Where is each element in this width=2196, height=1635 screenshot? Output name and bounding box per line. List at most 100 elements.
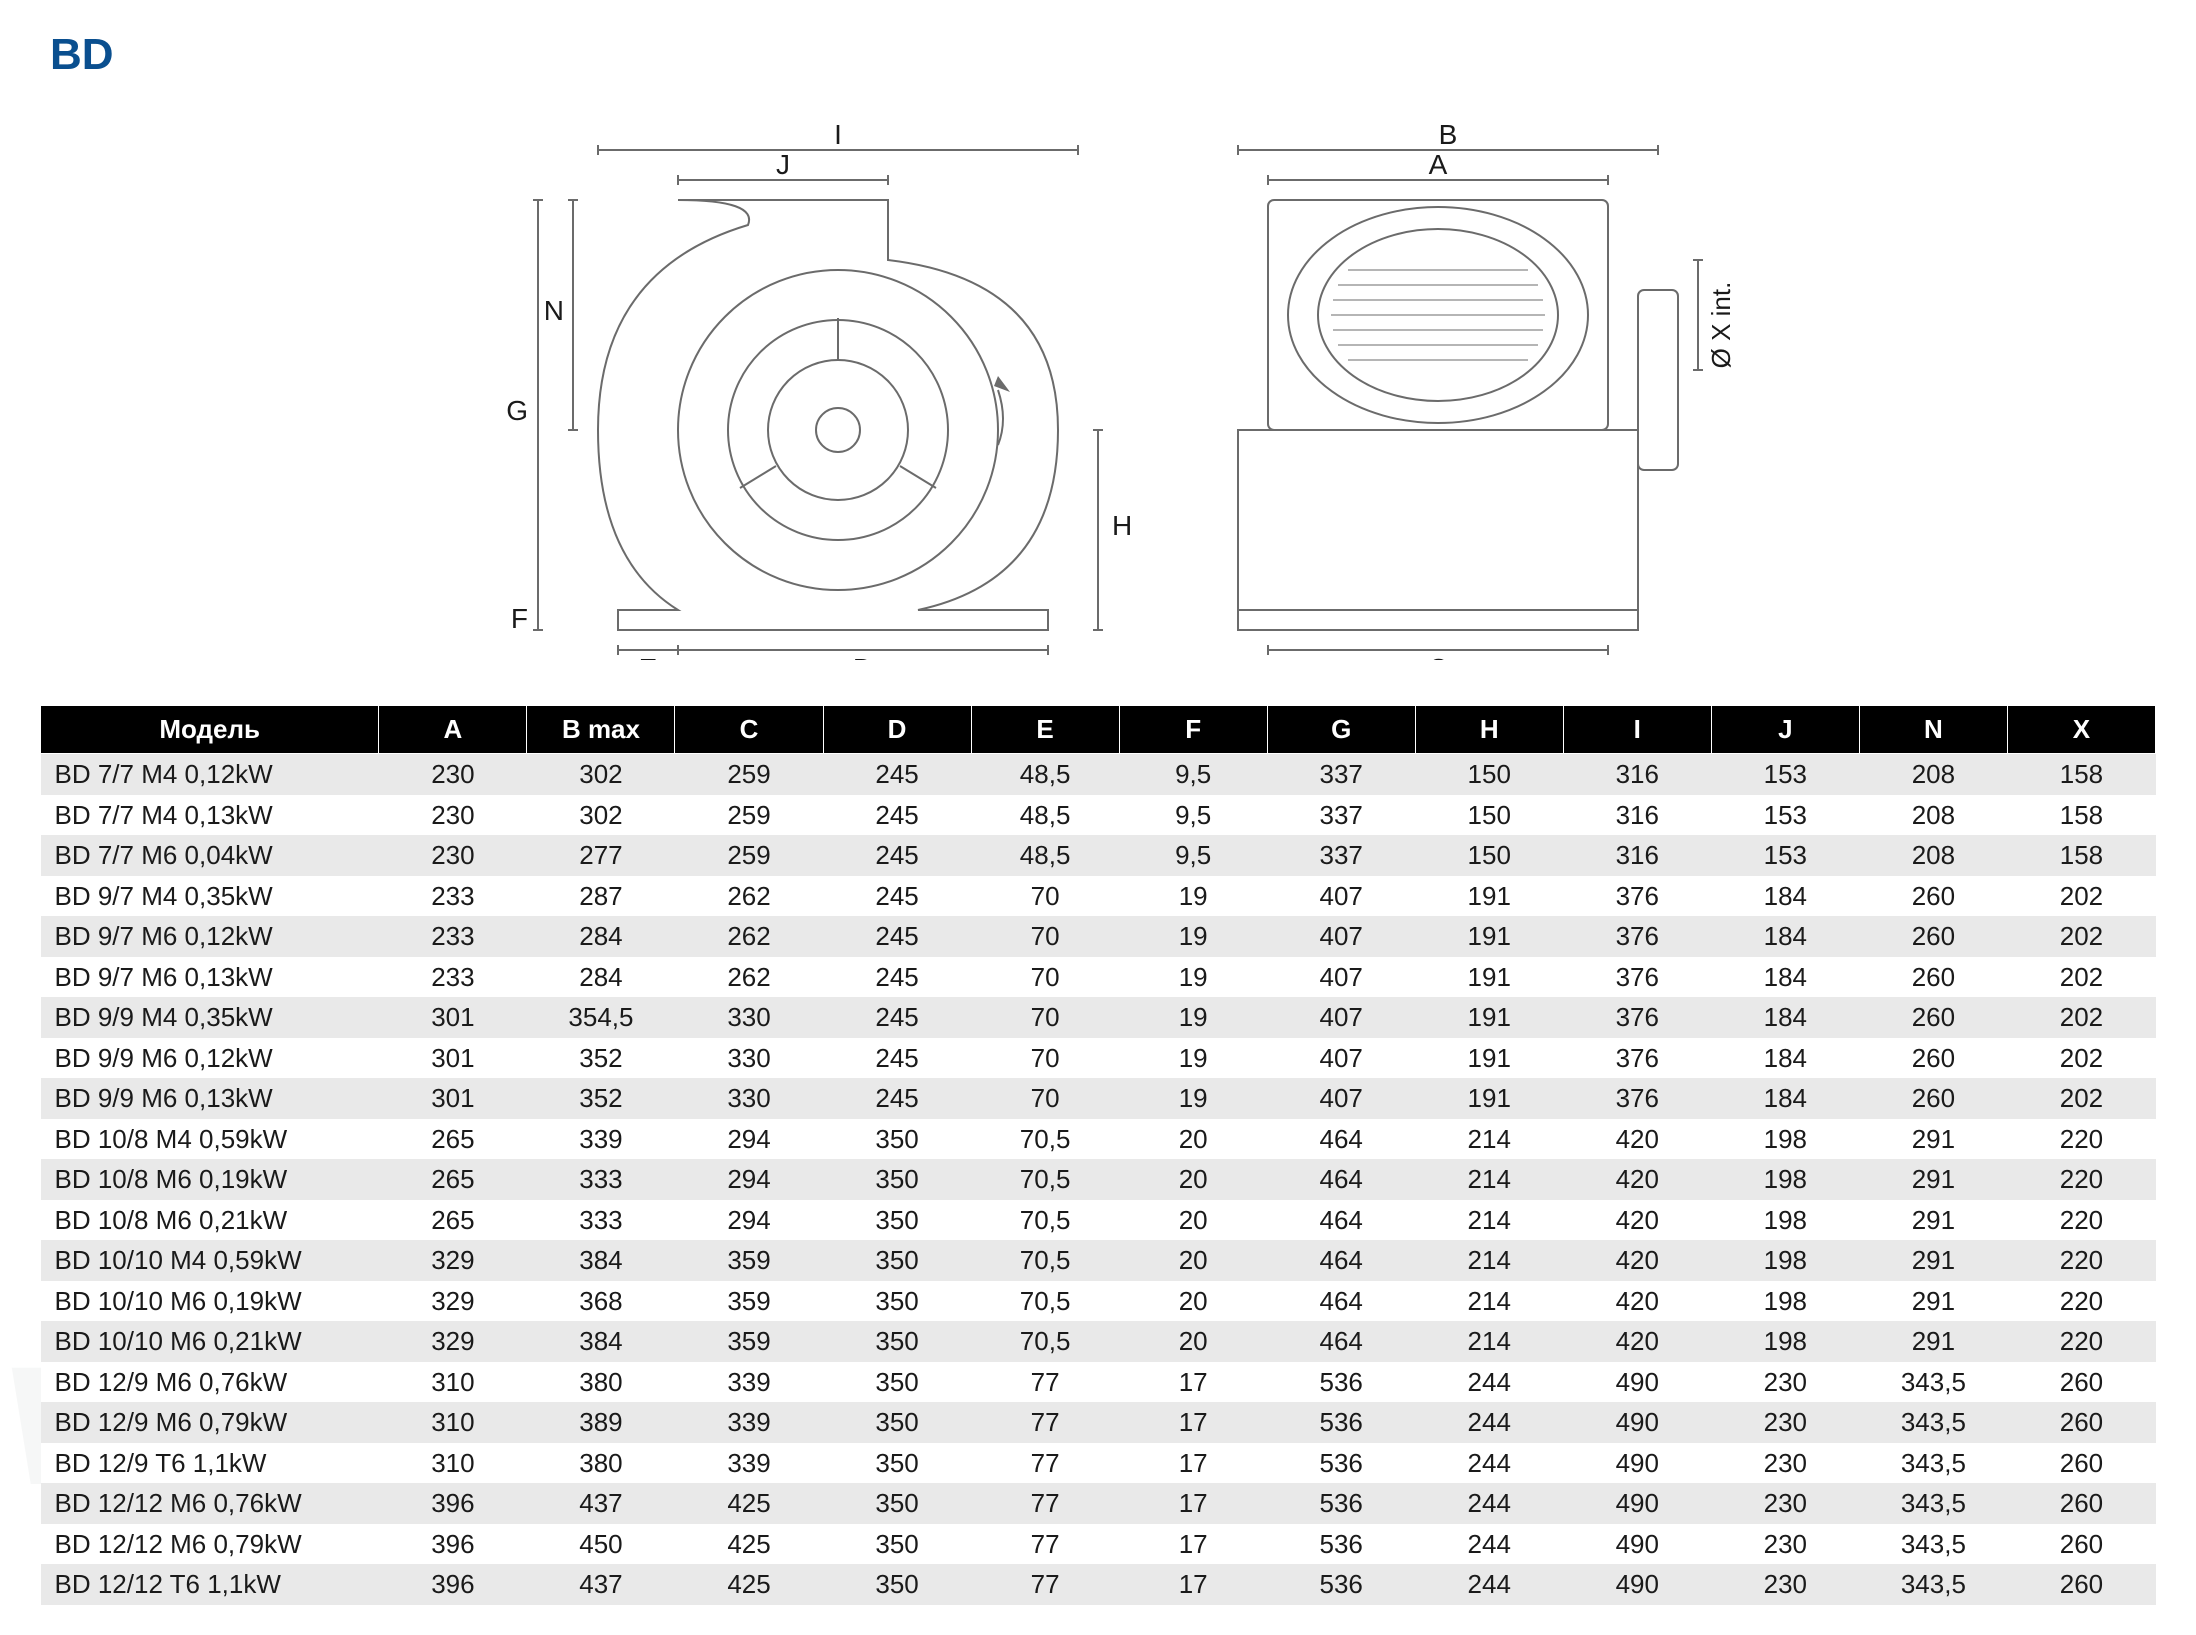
table-row: BD 10/8 M6 0,19kW26533329435070,52046421… (41, 1159, 2156, 1200)
table-cell: 464 (1267, 1321, 1415, 1362)
table-cell: 329 (379, 1240, 527, 1281)
table-cell: BD 12/9 M6 0,76kW (41, 1362, 379, 1403)
table-cell: 420 (1563, 1321, 1711, 1362)
table-cell: 407 (1267, 1078, 1415, 1119)
table-cell: 214 (1415, 1321, 1563, 1362)
dimensions-table: Модель A B max C D E F G H I J N X BD 7/… (40, 705, 2156, 1605)
table-cell: 350 (823, 1483, 971, 1524)
table-cell: 259 (675, 795, 823, 836)
table-cell: 77 (971, 1402, 1119, 1443)
table-row: BD 12/12 T6 1,1kW39643742535077175362444… (41, 1564, 2156, 1605)
table-cell: 214 (1415, 1159, 1563, 1200)
table-cell: 376 (1563, 997, 1711, 1038)
table-cell: 310 (379, 1402, 527, 1443)
table-cell: 77 (971, 1564, 1119, 1605)
table-cell: 350 (823, 1362, 971, 1403)
dim-label-E: E (639, 653, 658, 660)
table-cell: 354,5 (527, 997, 675, 1038)
table-cell: 536 (1267, 1564, 1415, 1605)
table-cell: 20 (1119, 1240, 1267, 1281)
table-cell: 302 (527, 754, 675, 795)
table-cell: 9,5 (1119, 754, 1267, 795)
table-cell: BD 10/10 M6 0,21kW (41, 1321, 379, 1362)
table-cell: 158 (2007, 754, 2155, 795)
table-cell: 536 (1267, 1524, 1415, 1565)
table-cell: 291 (1859, 1240, 2007, 1281)
table-cell: 245 (823, 754, 971, 795)
table-cell: 191 (1415, 916, 1563, 957)
table-row: BD 7/7 M6 0,04kW23027725924548,59,533715… (41, 835, 2156, 876)
table-cell: 343,5 (1859, 1483, 2007, 1524)
table-row: BD 9/9 M4 0,35kW301354,53302457019407191… (41, 997, 2156, 1038)
table-cell: 70,5 (971, 1281, 1119, 1322)
table-cell: 70 (971, 997, 1119, 1038)
table-cell: 343,5 (1859, 1524, 2007, 1565)
table-cell: 464 (1267, 1200, 1415, 1241)
table-cell: 384 (527, 1321, 675, 1362)
table-cell: 17 (1119, 1443, 1267, 1484)
table-cell: 48,5 (971, 795, 1119, 836)
table-cell: 244 (1415, 1443, 1563, 1484)
col-header: C (675, 706, 823, 754)
table-cell: BD 9/7 M6 0,12kW (41, 916, 379, 957)
table-cell: 262 (675, 876, 823, 917)
table-cell: 376 (1563, 876, 1711, 917)
dim-label-N: N (544, 295, 564, 326)
table-cell: 396 (379, 1524, 527, 1565)
table-cell: 70,5 (971, 1119, 1119, 1160)
table-cell: 329 (379, 1321, 527, 1362)
table-cell: 198 (1711, 1159, 1859, 1200)
table-cell: 310 (379, 1443, 527, 1484)
table-cell: BD 12/12 M6 0,76kW (41, 1483, 379, 1524)
table-cell: 184 (1711, 957, 1859, 998)
table-cell: 220 (2007, 1159, 2155, 1200)
table-cell: 316 (1563, 835, 1711, 876)
table-cell: 343,5 (1859, 1564, 2007, 1605)
table-cell: 350 (823, 1200, 971, 1241)
table-cell: 198 (1711, 1119, 1859, 1160)
table-cell: 339 (527, 1119, 675, 1160)
table-cell: 376 (1563, 1078, 1711, 1119)
table-cell: 70,5 (971, 1200, 1119, 1241)
table-cell: 407 (1267, 1038, 1415, 1079)
dim-label-I: I (834, 119, 842, 150)
table-cell: 48,5 (971, 835, 1119, 876)
table-cell: 420 (1563, 1281, 1711, 1322)
table-cell: 9,5 (1119, 835, 1267, 876)
table-cell: 153 (1711, 754, 1859, 795)
table-cell: 70,5 (971, 1321, 1119, 1362)
table-cell: 420 (1563, 1119, 1711, 1160)
table-cell: 339 (675, 1402, 823, 1443)
table-cell: 233 (379, 876, 527, 917)
table-cell: BD 10/10 M4 0,59kW (41, 1240, 379, 1281)
table-row: BD 9/7 M6 0,12kW233284262245701940719137… (41, 916, 2156, 957)
table-cell: 536 (1267, 1443, 1415, 1484)
table-cell: 490 (1563, 1524, 1711, 1565)
col-header: I (1563, 706, 1711, 754)
table-cell: BD 9/9 M4 0,35kW (41, 997, 379, 1038)
table-cell: 70 (971, 876, 1119, 917)
table-cell: 245 (823, 1078, 971, 1119)
table-cell: 302 (527, 795, 675, 836)
table-cell: 380 (527, 1443, 675, 1484)
table-cell: 291 (1859, 1321, 2007, 1362)
table-cell: 384 (527, 1240, 675, 1281)
table-cell: 20 (1119, 1200, 1267, 1241)
table-cell: 339 (675, 1443, 823, 1484)
table-cell: 350 (823, 1402, 971, 1443)
table-cell: BD 12/12 M6 0,79kW (41, 1524, 379, 1565)
table-cell: 316 (1563, 795, 1711, 836)
table-cell: 260 (1859, 876, 2007, 917)
table-cell: 291 (1859, 1200, 2007, 1241)
table-cell: 19 (1119, 1078, 1267, 1119)
table-cell: 214 (1415, 1240, 1563, 1281)
col-header: A (379, 706, 527, 754)
table-cell: 244 (1415, 1362, 1563, 1403)
table-cell: 407 (1267, 916, 1415, 957)
table-row: BD 12/9 M6 0,79kW31038933935077175362444… (41, 1402, 2156, 1443)
table-cell: 490 (1563, 1402, 1711, 1443)
table-cell: 77 (971, 1362, 1119, 1403)
table-cell: 70,5 (971, 1240, 1119, 1281)
table-cell: 202 (2007, 957, 2155, 998)
table-cell: 407 (1267, 876, 1415, 917)
